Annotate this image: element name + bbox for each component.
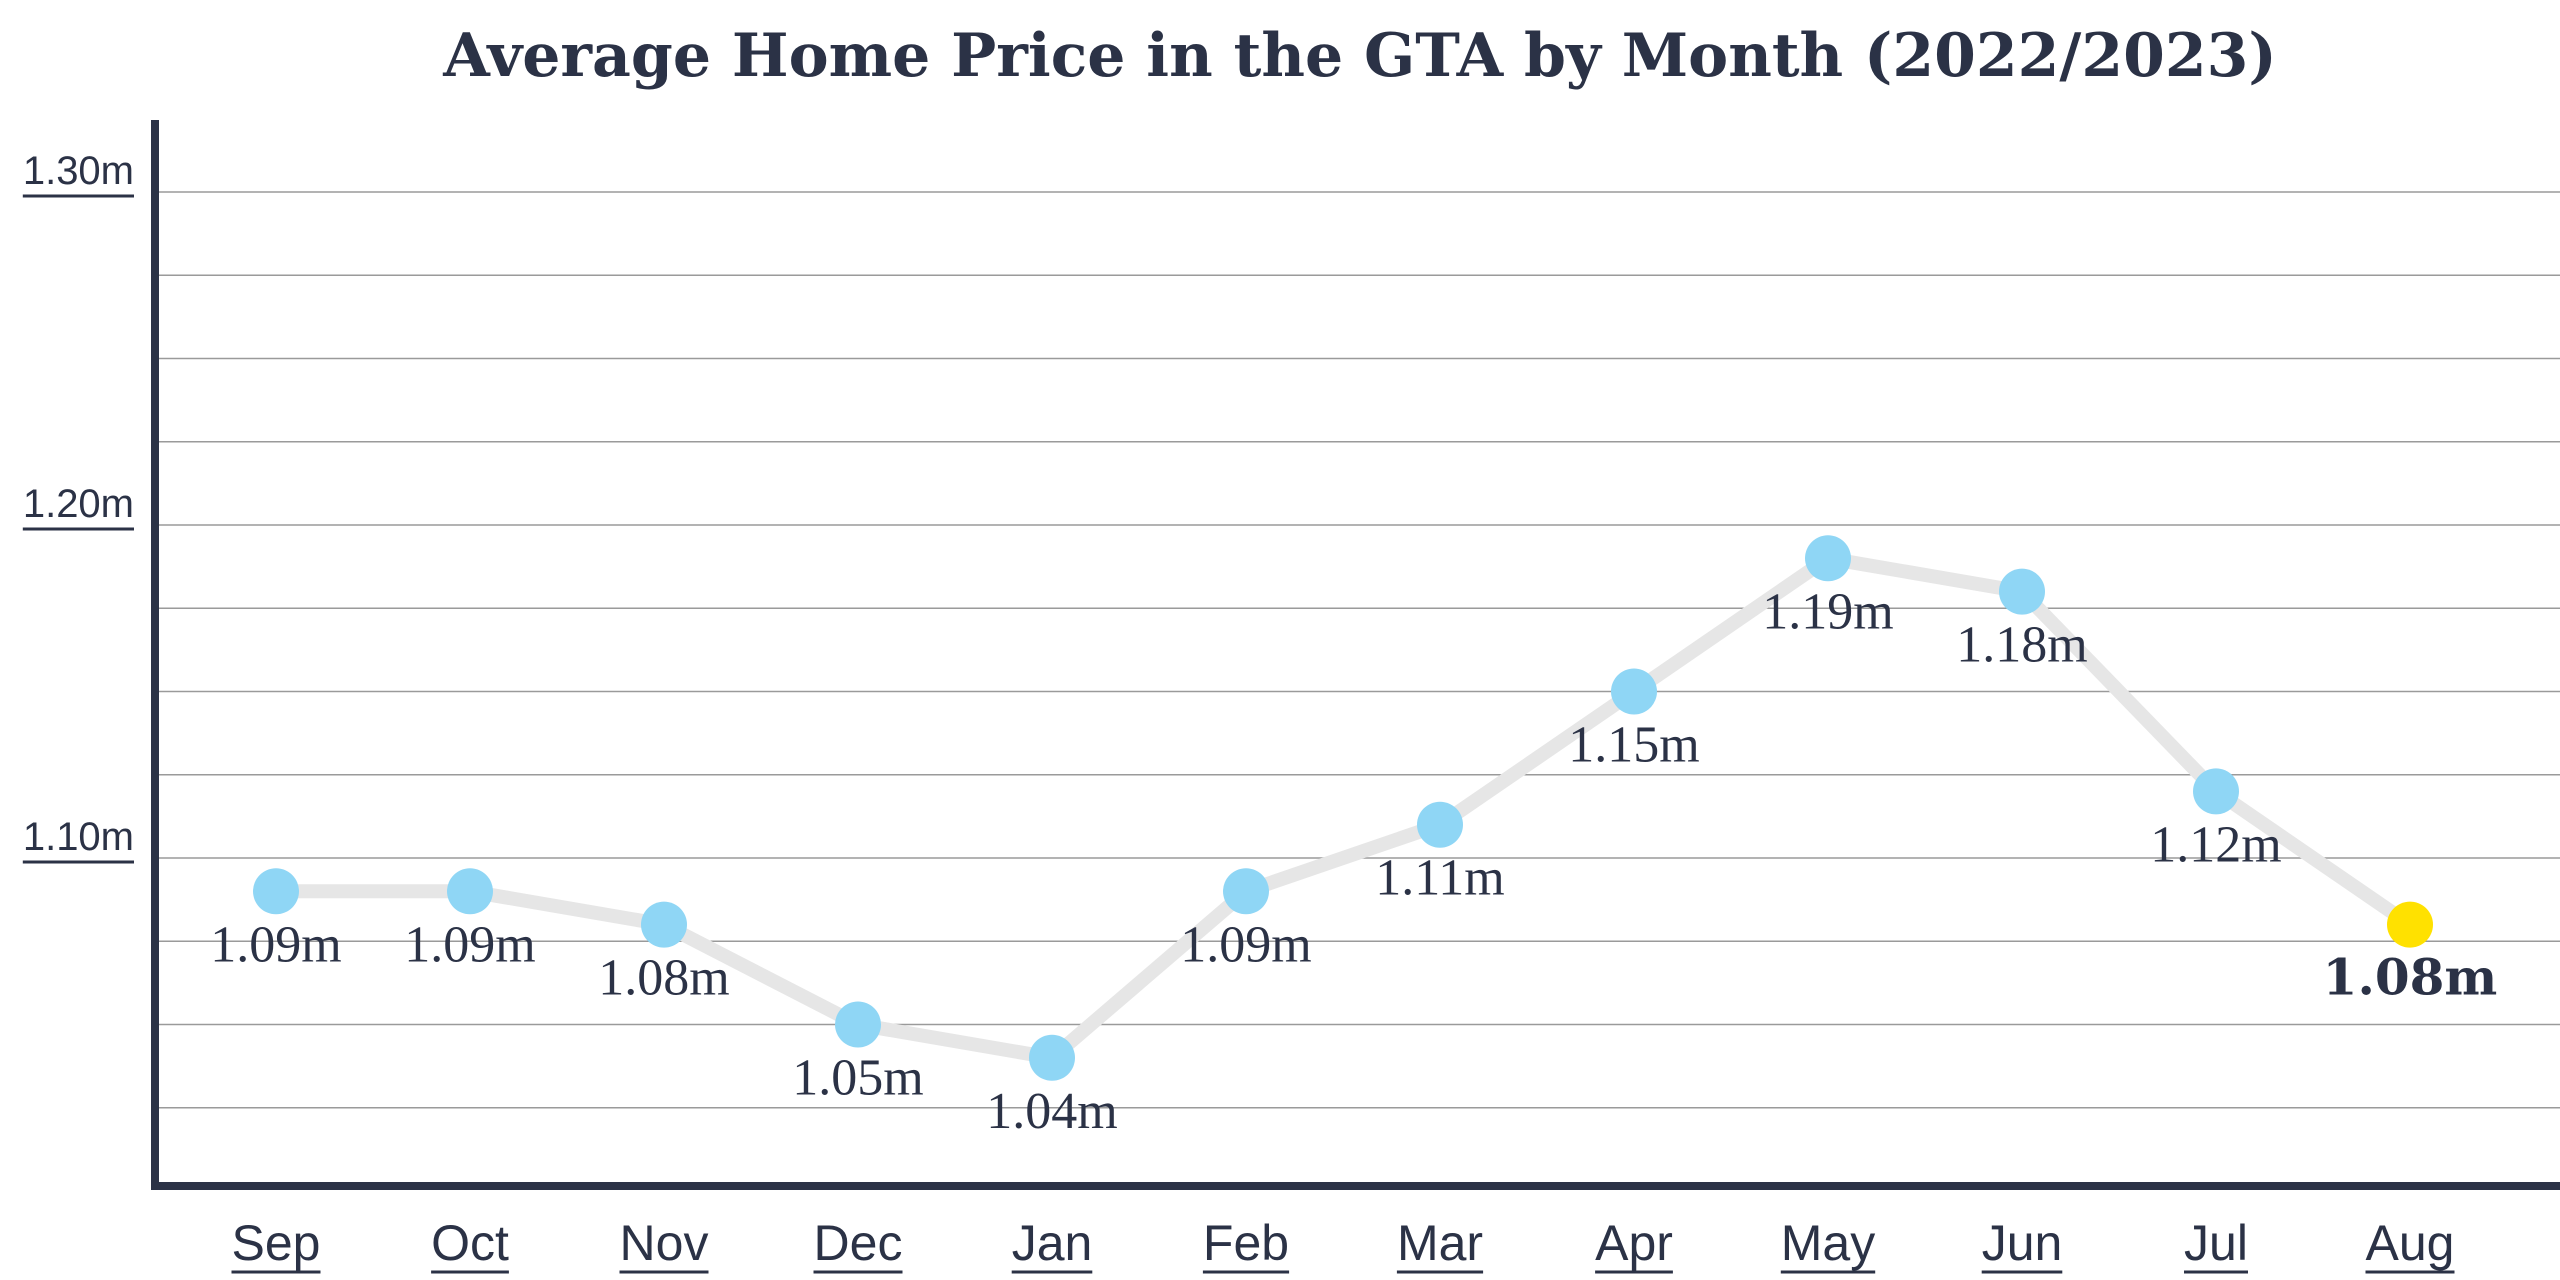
data-point-dec <box>835 1001 881 1048</box>
series-line-group <box>269 551 2417 1065</box>
x-tick-label-may: May <box>1781 1215 1875 1271</box>
x-tick-label-jun: Jun <box>1982 1215 2063 1271</box>
data-point-feb <box>1223 868 1269 915</box>
data-point-may <box>1805 535 1851 582</box>
data-point-mar <box>1417 801 1463 848</box>
data-point-aug <box>2387 901 2433 948</box>
data-points <box>253 535 2433 1081</box>
x-tick-label-mar: Mar <box>1397 1215 1483 1271</box>
data-label-may: 1.19m <box>1762 583 1893 640</box>
data-point-jun <box>1999 568 2045 615</box>
data-label-nov: 1.08m <box>598 950 729 1007</box>
data-point-nov <box>641 901 687 948</box>
data-point-apr <box>1611 668 1657 715</box>
series-line <box>269 551 2417 1065</box>
data-label-sep: 1.09m <box>210 916 341 973</box>
x-axis-ticks: Sep Oct Nov Dec Jan Feb Mar Apr May Jun Jul Aug <box>231 1215 2455 1274</box>
x-tick-label-aug: Aug <box>2366 1215 2455 1271</box>
data-label-jan: 1.04m <box>986 1083 1117 1140</box>
data-label-jun: 1.18m <box>1956 617 2087 674</box>
y-tick-label: 1.10m <box>23 815 134 859</box>
data-label-dec: 1.05m <box>792 1050 923 1107</box>
x-tick-label-apr: Apr <box>1595 1215 1673 1271</box>
data-point-sep <box>253 868 299 915</box>
gridlines <box>155 191 2560 1109</box>
y-tick-label: 1.30m <box>23 149 134 193</box>
x-tick-label-oct: Oct <box>431 1215 509 1271</box>
y-axis-ticks: 1.10m 1.20m 1.30m <box>22 149 134 864</box>
data-point-oct <box>447 868 493 915</box>
chart-title: Average Home Price in the GTA by Month (… <box>442 21 2276 91</box>
axes <box>151 120 2560 1190</box>
x-tick-label-sep: Sep <box>232 1215 321 1271</box>
data-label-mar: 1.11m <box>1375 850 1505 907</box>
x-tick-label-feb: Feb <box>1203 1215 1289 1271</box>
data-labels: 1.09m 1.09m 1.08m 1.05m 1.04m 1.09m 1.11m 1.15m… <box>210 583 2497 1140</box>
data-point-jan <box>1029 1034 1075 1081</box>
data-label-apr: 1.15m <box>1568 717 1699 774</box>
data-label-jul: 1.12m <box>2150 816 2281 873</box>
data-point-jul <box>2193 768 2239 815</box>
x-tick-label-dec: Dec <box>814 1215 903 1271</box>
data-label-oct: 1.09m <box>404 916 535 973</box>
x-tick-label-jan: Jan <box>1012 1215 1093 1271</box>
y-tick-label: 1.20m <box>23 482 134 526</box>
x-tick-label-nov: Nov <box>620 1215 709 1271</box>
x-tick-label-jul: Jul <box>2184 1215 2248 1271</box>
data-label-aug: 1.08m <box>2323 948 2498 1007</box>
data-label-feb: 1.09m <box>1180 916 1311 973</box>
